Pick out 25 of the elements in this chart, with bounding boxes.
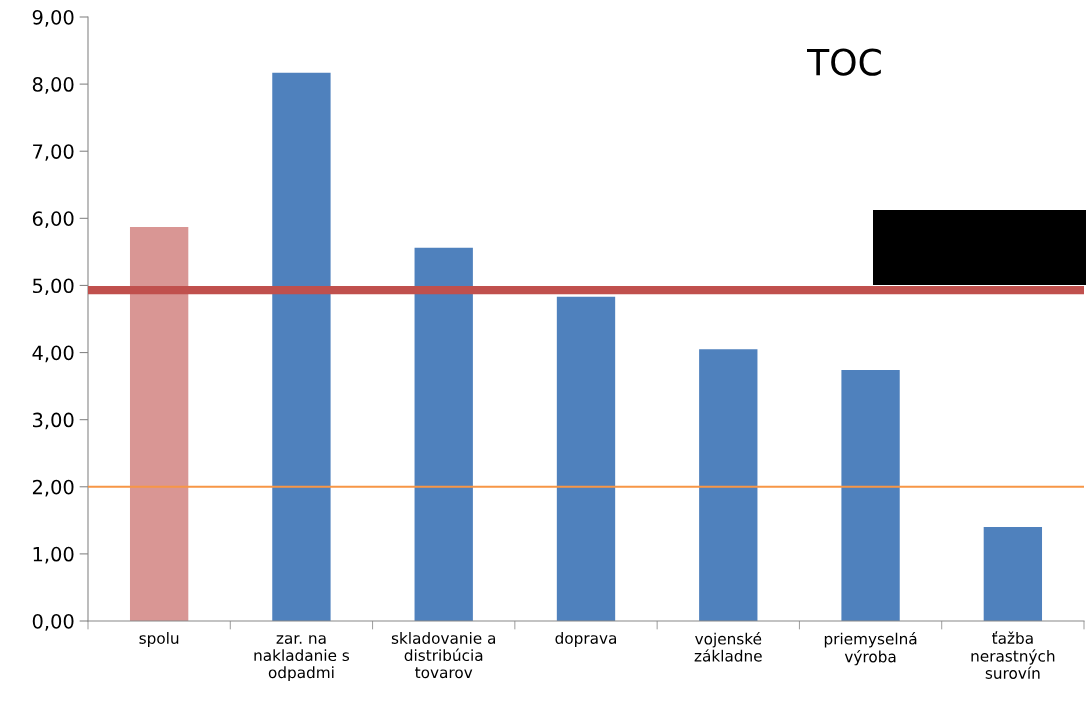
x-tick-label: ťažba nerastných surovín [971, 631, 1055, 679]
y-tick-label: 5,00 [33, 278, 74, 296]
bar [699, 349, 758, 621]
y-tick-label: 2,00 [32, 479, 74, 497]
x-tick-label: priemyselná výroba [824, 632, 917, 666]
y-tick-label: 1,00 [33, 546, 74, 564]
text: TOC [807, 48, 881, 76]
bar [414, 247, 473, 621]
y-tick-label: 7,00 [33, 144, 74, 161]
x-tick-label: zar. na nakladanie s odpadmi [254, 635, 350, 682]
y-tick-label: 9,00 [32, 9, 74, 27]
y-tick-label: 6,00 [32, 211, 74, 228]
y-tick-label: 8,00 [32, 77, 74, 94]
x-tick-label: spolu [139, 632, 179, 647]
x-tick-label: doprava [555, 632, 617, 647]
y-tick-label: 3,00 [32, 412, 74, 430]
x-tick-label: skladovanie a distribúcia tovarov [391, 632, 496, 679]
bar [983, 527, 1043, 621]
bar [272, 72, 331, 621]
y-tick-label: 0,00 [32, 613, 74, 631]
x-tick-label: vojenské základne [694, 632, 762, 662]
bar [841, 370, 900, 621]
bar [556, 296, 616, 621]
y-tick-label: 4,00 [32, 345, 74, 363]
bar [129, 227, 189, 621]
